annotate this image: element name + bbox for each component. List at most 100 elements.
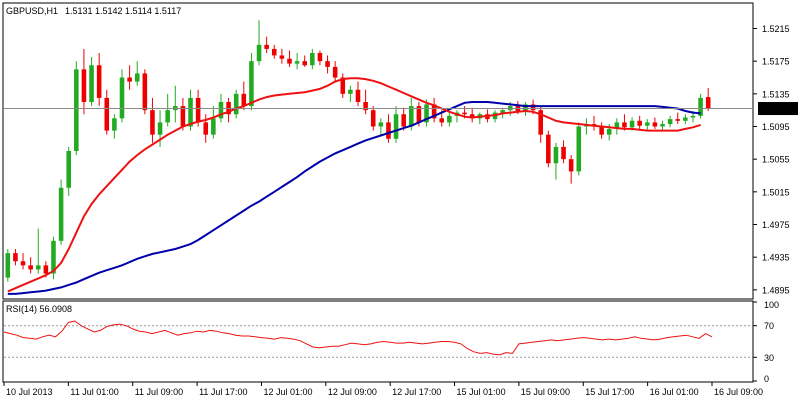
candle-body [645, 122, 650, 126]
candle-body [325, 61, 330, 67]
time-x-axis: 10 Jul 2013 11 Jul 01:00 11 Jul 09:00 11 Ju… [3, 382, 763, 397]
candle [660, 120, 665, 131]
rsi-tick-label: 0 [764, 374, 769, 384]
candle-body [599, 126, 604, 135]
candle-body [233, 93, 239, 115]
candle [599, 122, 604, 139]
symbol-timeframe: GBPUSD,H1 [6, 6, 58, 16]
candle-body [294, 61, 300, 64]
candle [150, 97, 155, 143]
price-tick-label: 1.5015 [762, 187, 790, 197]
ma-slow-line [7, 101, 701, 295]
time-tick-label: 12 Jul 17:00 [392, 387, 441, 397]
rsi-tick-label: 30 [764, 353, 774, 363]
candle-body [538, 110, 543, 135]
candle-body [150, 110, 155, 135]
price-panel[interactable]: 1.5215 1.5175 1.5135 1.5095 1.5055 1.5015 1.49… [2, 2, 798, 300]
candle-body [568, 159, 574, 172]
time-tick-label: 11 Jul 01:00 [70, 387, 118, 397]
candle-body [35, 265, 41, 270]
candle-body [203, 122, 209, 135]
candle [271, 44, 277, 59]
candle-body [393, 114, 399, 139]
price-tick-label: 1.5175 [762, 57, 790, 67]
time-tick-label: 15 Jul 01:00 [457, 387, 506, 397]
candle-body [58, 187, 64, 241]
candle-body [5, 253, 11, 278]
candle [13, 249, 18, 266]
candle [378, 118, 384, 135]
candle-body [652, 122, 658, 127]
rsi-tick-label: 70 [764, 321, 774, 331]
rsi-panel[interactable]: 100 70 30 0 RSI(14) 56.0908 [2, 300, 779, 384]
candle [667, 115, 673, 128]
rsi-title: RSI(14) 56.0908 [6, 304, 72, 314]
candle [469, 107, 475, 123]
candle [233, 89, 239, 119]
candle-body [553, 146, 559, 164]
price-tick-label: 1.5055 [762, 155, 790, 165]
candle [637, 115, 642, 129]
candle-body [218, 102, 224, 119]
candle-body [188, 97, 193, 127]
candle [424, 99, 429, 127]
candle [294, 53, 300, 70]
time-tick-label: 16 Jul 09:00 [714, 387, 763, 397]
candle [348, 85, 353, 102]
price-tick-label: 1.4975 [762, 220, 790, 230]
candle-body [89, 65, 94, 102]
candle [211, 106, 216, 139]
candle-body [81, 69, 87, 102]
candle-body [74, 69, 79, 151]
rsi-line [3, 320, 713, 356]
candle [302, 55, 307, 67]
candle-body [348, 89, 353, 94]
candle-body [51, 240, 56, 274]
candle [355, 81, 361, 107]
rsi-tick-label: 100 [764, 300, 779, 310]
candle [393, 106, 399, 143]
candle [89, 57, 94, 107]
candle [386, 114, 391, 143]
candle-body [530, 104, 536, 111]
candle-body [462, 112, 467, 115]
candle-body [561, 146, 566, 160]
candle [325, 55, 330, 74]
candle [58, 179, 64, 245]
price-tick-label: 1.4895 [762, 285, 790, 295]
candle [553, 142, 559, 180]
candle-body [340, 77, 346, 94]
candle-body [134, 73, 140, 82]
ma-fast-line [7, 77, 701, 293]
candle [279, 48, 285, 64]
candle-body [66, 151, 71, 188]
candle-body [142, 73, 148, 111]
rsi-y-axis: 100 70 30 0 [753, 300, 779, 384]
candle-body [28, 265, 33, 270]
candle-body [20, 261, 26, 266]
candle-body [310, 53, 315, 66]
candle-body [195, 97, 201, 123]
candle-body [614, 122, 620, 129]
candle-body [287, 58, 292, 64]
candle [652, 117, 658, 129]
candle [363, 89, 368, 115]
price-tick-label: 1.5135 [762, 89, 790, 99]
time-tick-label: 11 Jul 09:00 [135, 387, 183, 397]
candle [401, 107, 406, 131]
candle [142, 69, 148, 115]
candle-body [127, 77, 132, 82]
candle-body [180, 106, 186, 127]
candle-body [424, 104, 429, 123]
candle-body [546, 134, 551, 164]
candle [35, 228, 41, 274]
candle-body [363, 102, 368, 111]
candle [332, 61, 338, 82]
candle [561, 140, 566, 164]
candle [431, 97, 437, 123]
candle [645, 119, 650, 131]
candle-body [431, 104, 437, 119]
candle [256, 20, 262, 66]
candle-body [13, 253, 18, 262]
